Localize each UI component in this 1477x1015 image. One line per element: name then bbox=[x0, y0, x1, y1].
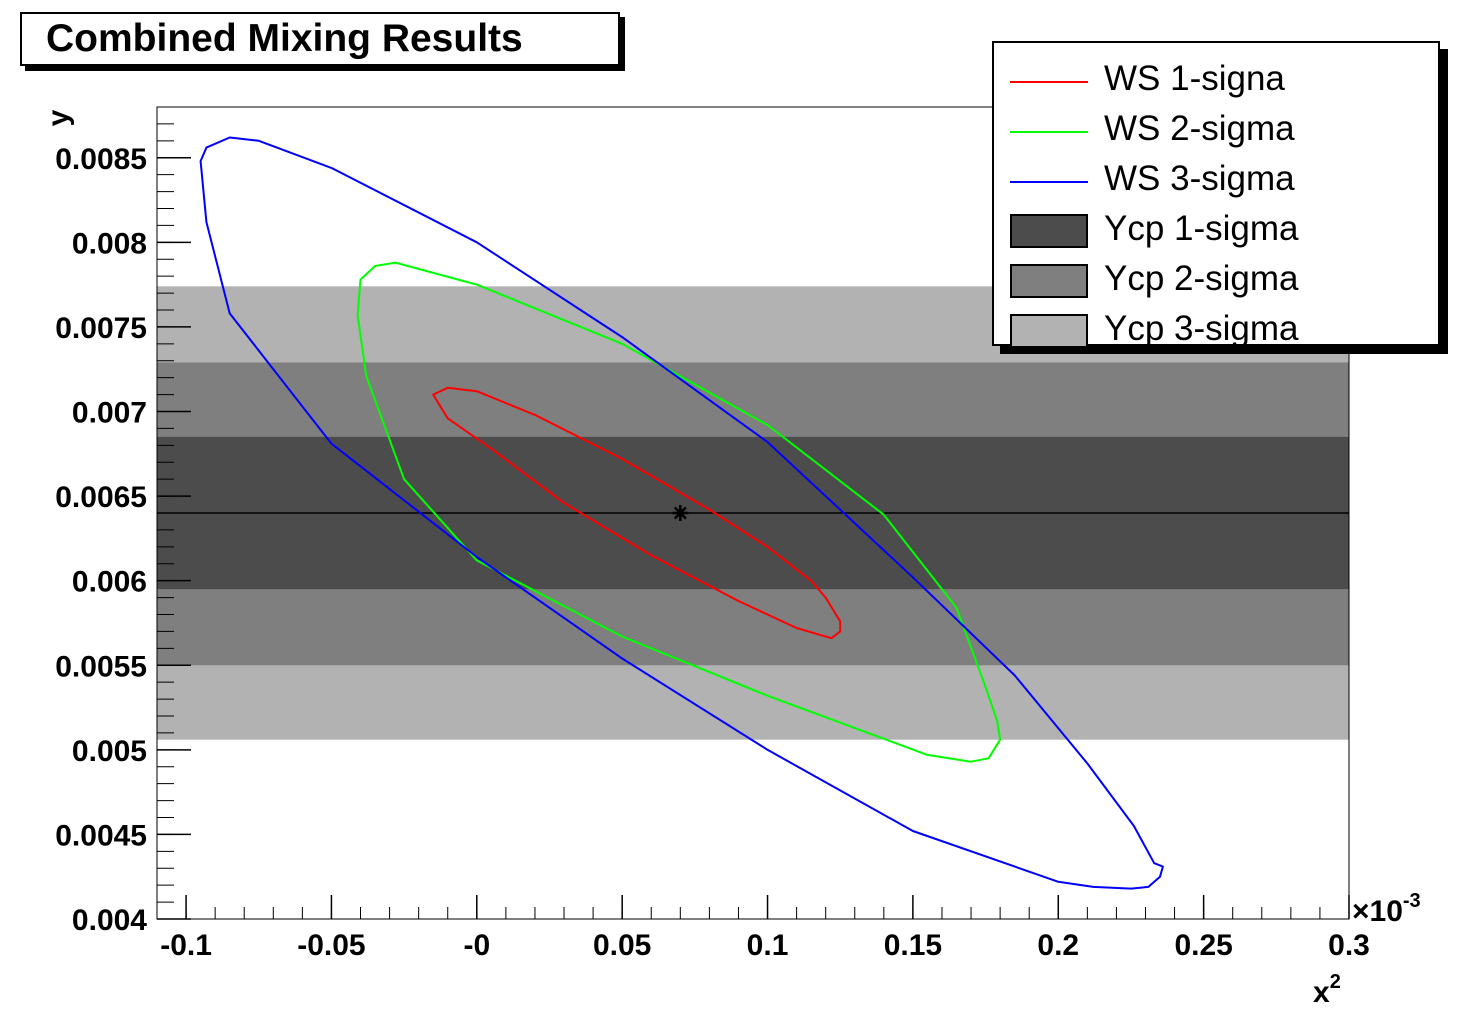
x-tick-label: 0.1 bbox=[747, 929, 789, 962]
axes: 0.004 0.0045 0.005 0.0055 0.006 0.0065 0.007 0.… bbox=[55, 106, 1370, 962]
ws-contours bbox=[199, 136, 1164, 890]
axis-labels: y x2 ×10-3 bbox=[42, 109, 1421, 1009]
x-tick-label: -0 bbox=[463, 929, 490, 962]
x-axis-title-base: x bbox=[1313, 976, 1330, 1009]
y-tick-label: 0.006 bbox=[72, 566, 147, 599]
legend-label: WS 1-signa bbox=[1104, 59, 1285, 98]
legend-entry-ycp-3-sigma: Ycp 3-sigma bbox=[994, 307, 1438, 357]
x-tick-label: 0.05 bbox=[593, 929, 651, 962]
legend-entry-ycp-1-sigma: Ycp 1-sigma bbox=[994, 207, 1438, 257]
legend-label: WS 3-sigma bbox=[1104, 159, 1295, 198]
legend-entry-ws-2-sigma: WS 2-sigma bbox=[994, 107, 1438, 157]
chart-title: Combined Mixing Results bbox=[20, 12, 620, 66]
x-tick-label: 0.15 bbox=[884, 929, 942, 962]
legend-line-red bbox=[1010, 81, 1088, 83]
y-axis-title: y bbox=[42, 109, 75, 126]
legend: WS 1-signa WS 2-sigma WS 3-sigma Ycp 1-s… bbox=[992, 41, 1440, 348]
legend-label: WS 2-sigma bbox=[1104, 109, 1295, 148]
legend-swatch-light bbox=[1010, 314, 1088, 348]
x-tick-label: -0.1 bbox=[160, 929, 212, 962]
contour-ws-2-sigma bbox=[356, 261, 1002, 763]
y-tick-label: 0.004 bbox=[72, 904, 147, 937]
y-tick-label: 0.0065 bbox=[55, 481, 147, 514]
x-tick-label: -0.05 bbox=[297, 929, 365, 962]
x-axis-title: x2 bbox=[1313, 971, 1341, 1009]
y-tick-label: 0.0045 bbox=[55, 819, 147, 852]
legend-entry-ycp-2-sigma: Ycp 2-sigma bbox=[994, 257, 1438, 307]
best-fit-marker bbox=[672, 505, 689, 521]
y-tick-label: 0.005 bbox=[72, 735, 147, 768]
x-tick-label: 0.2 bbox=[1037, 929, 1079, 962]
y-tick-label: 0.0055 bbox=[55, 650, 147, 683]
x-tick-label: 0.25 bbox=[1174, 929, 1232, 962]
legend-entry-ws-1-sigma: WS 1-signa bbox=[994, 57, 1438, 107]
x-axis-title-superscript: 2 bbox=[1330, 971, 1341, 993]
x-axis-exponent-power: -3 bbox=[1403, 890, 1421, 912]
y-tick-label: 0.007 bbox=[72, 397, 147, 430]
x-axis-exponent-base: ×10 bbox=[1352, 895, 1403, 928]
marker-stroke bbox=[673, 506, 687, 520]
y-tick-label: 0.0085 bbox=[55, 143, 147, 176]
legend-label: Ycp 2-sigma bbox=[1104, 259, 1299, 298]
legend-swatch-dark bbox=[1010, 214, 1088, 248]
contour-ws-1-signa bbox=[432, 386, 842, 640]
x-axis-exponent: ×10-3 bbox=[1352, 890, 1421, 928]
y-tick-label: 0.0075 bbox=[55, 312, 147, 345]
legend-swatch-medium bbox=[1010, 264, 1088, 298]
legend-line-green bbox=[1010, 131, 1088, 133]
contour-ws-3-sigma bbox=[199, 136, 1164, 890]
x-tick-label: 0.3 bbox=[1328, 929, 1370, 962]
legend-label: Ycp 3-sigma bbox=[1104, 309, 1299, 348]
legend-label: Ycp 1-sigma bbox=[1104, 209, 1299, 248]
legend-entry-ws-3-sigma: WS 3-sigma bbox=[994, 157, 1438, 207]
y-tick-label: 0.008 bbox=[72, 227, 147, 260]
legend-line-blue bbox=[1010, 181, 1088, 183]
